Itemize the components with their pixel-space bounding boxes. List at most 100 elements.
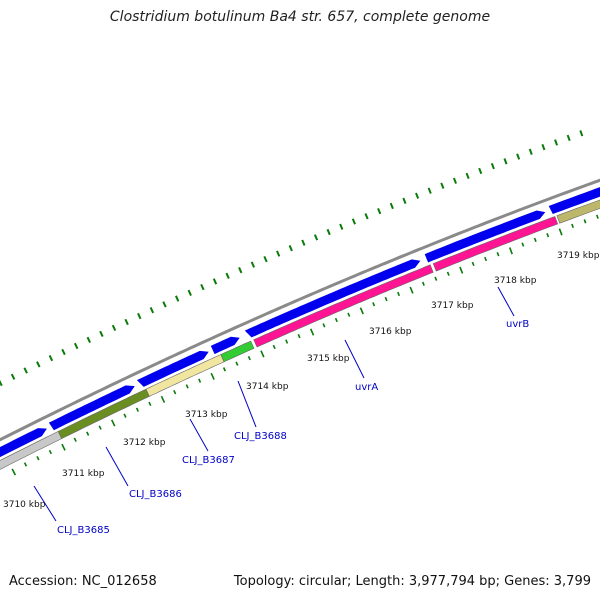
outer-tick	[36, 361, 41, 368]
kbp-label: 3715 kbp	[307, 354, 350, 364]
cds-arrow	[244, 259, 421, 338]
inner-tick	[222, 367, 227, 372]
inner-tick	[583, 219, 587, 224]
inner-tick	[471, 261, 475, 267]
inner-tick	[11, 468, 17, 476]
inner-tick	[285, 339, 289, 344]
inner-tick-track	[11, 214, 599, 476]
kbp-label: 3713 kbp	[185, 410, 228, 420]
topology-text: Topology: circular; Length: 3,977,794 bp…	[233, 574, 591, 589]
outer-tick	[162, 301, 167, 308]
outer-tick	[528, 148, 533, 155]
outer-tick	[478, 167, 483, 175]
label-leaders	[33, 286, 515, 522]
outer-tick	[465, 172, 470, 180]
inner-tick	[297, 333, 301, 339]
inner-tick	[48, 449, 52, 455]
inner-tick	[359, 307, 364, 315]
outer-tick	[250, 261, 256, 268]
outer-tick	[0, 379, 3, 387]
inner-tick	[185, 384, 189, 389]
inner-tick	[384, 296, 388, 302]
kbp-label: 3719 kbp	[557, 251, 600, 261]
cds-arrow	[136, 350, 209, 387]
inner-tick	[322, 323, 326, 328]
cds-arrow	[48, 385, 135, 431]
outer-tick	[566, 134, 571, 142]
accession-text: Accession: NC_012658	[9, 574, 157, 589]
gene-label: CLJ_B3686	[129, 489, 182, 500]
outer-tick	[61, 348, 66, 356]
inner-tick	[148, 401, 152, 407]
inner-tick	[434, 276, 438, 281]
leader-line	[497, 286, 515, 317]
inner-tick	[247, 355, 251, 361]
inner-tick	[372, 302, 376, 307]
gene-box-unnamed	[556, 199, 600, 224]
outer-tick	[73, 342, 79, 350]
inner-tick	[198, 378, 202, 383]
forward-cds-track	[0, 187, 600, 458]
outer-tick	[212, 278, 218, 285]
inner-tick	[571, 223, 575, 229]
inner-tick	[397, 291, 401, 297]
inner-tick	[533, 237, 537, 243]
kbp-label: 3711 kbp	[62, 469, 105, 479]
outer-tick	[200, 283, 205, 291]
gene-box-uvra	[253, 264, 434, 348]
labels: 3710 kbp 3711 kbp 3712 kbp 3713 kbp 3714 kbp…	[3, 251, 600, 536]
inner-tick	[23, 462, 28, 467]
gene-label: uvrA	[355, 382, 378, 393]
outer-tick	[137, 312, 142, 320]
outer-tick	[263, 255, 268, 263]
outer-tick	[415, 192, 420, 199]
inner-tick	[123, 413, 127, 418]
inner-tick	[86, 431, 90, 436]
cds-arrow	[0, 428, 47, 458]
inner-tick	[421, 281, 425, 286]
outer-tick	[313, 234, 319, 241]
gene-track	[0, 199, 600, 470]
outer-tick	[225, 272, 230, 279]
inner-tick	[546, 233, 550, 238]
cds-arrow	[424, 210, 546, 263]
outer-tick	[452, 177, 457, 184]
outer-tick	[402, 197, 407, 204]
outer-tick	[516, 153, 521, 160]
leader-line	[105, 446, 129, 487]
outer-tick	[276, 250, 281, 257]
inner-tick	[160, 395, 166, 403]
inner-tick	[508, 247, 513, 255]
outer-tick	[238, 267, 243, 274]
cds-arrow	[210, 336, 240, 355]
inner-tick	[409, 286, 414, 294]
inner-tick	[459, 266, 464, 274]
kbp-label: 3710 kbp	[3, 500, 46, 510]
outer-tick	[541, 143, 546, 151]
inner-tick	[521, 242, 525, 247]
outer-tick	[111, 324, 117, 332]
outer-tick	[339, 223, 344, 230]
inner-tick	[446, 271, 450, 276]
inner-tick	[98, 425, 102, 430]
leader-line	[33, 485, 57, 522]
outer-tick	[23, 367, 28, 374]
outer-tick	[377, 207, 382, 215]
inner-tick	[110, 419, 116, 427]
inner-tick	[496, 252, 500, 257]
kbp-label: 3717 kbp	[431, 301, 474, 311]
gene-label: CLJ_B3688	[234, 431, 287, 442]
outer-tick	[503, 158, 508, 165]
outer-tick	[10, 373, 16, 380]
kbp-label: 3718 kbp	[494, 276, 537, 286]
outer-tick	[301, 239, 306, 246]
inner-tick	[272, 344, 276, 350]
leader-line	[237, 380, 257, 428]
outer-tick	[440, 182, 445, 189]
inner-tick	[595, 214, 599, 219]
inner-tick	[347, 312, 351, 317]
outer-tick	[48, 355, 54, 362]
outer-tick	[288, 245, 293, 252]
leader-line	[189, 418, 209, 452]
